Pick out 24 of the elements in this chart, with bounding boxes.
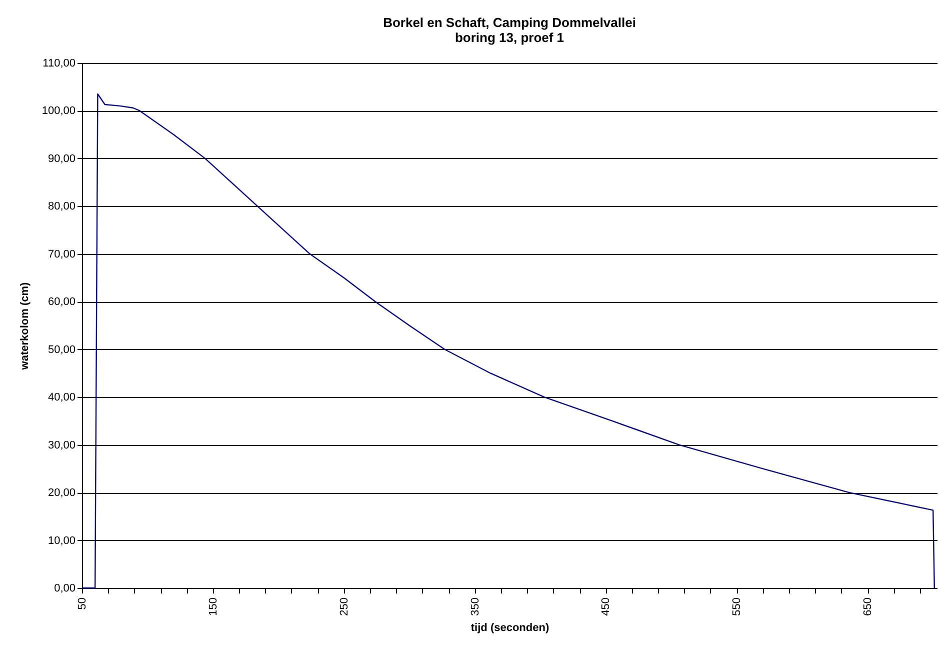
- y-tick-label: 70,00: [48, 248, 76, 260]
- y-tick-label: 40,00: [48, 392, 76, 404]
- chart-subtitle: boring 13, proef 1: [454, 30, 564, 45]
- y-tick-label: 80,00: [48, 200, 76, 213]
- y-tick-label: 90,00: [48, 152, 76, 165]
- y-tick-label: 20,00: [48, 487, 76, 500]
- y-tick-label: 60,00: [48, 296, 76, 308]
- chart-title: Borkel en Schaft, Camping Dommelvallei: [383, 15, 636, 30]
- x-tick-label: 650: [862, 598, 874, 616]
- x-tick-label: 550: [731, 598, 744, 616]
- x-tick-label: 350: [469, 598, 482, 616]
- x-tick-label: 50: [76, 598, 88, 610]
- y-axis-title: waterkolom (cm): [18, 282, 31, 371]
- y-tick-label: 50,00: [48, 344, 76, 356]
- y-tick-label: 0,00: [54, 582, 76, 594]
- y-tick-label: 110,00: [42, 58, 76, 70]
- y-tick-label: 100,00: [42, 105, 76, 118]
- x-tick-label: 450: [600, 598, 612, 616]
- line-series: [81, 93, 935, 589]
- y-tick-label: 10,00: [48, 534, 76, 547]
- x-tick-label: 250: [338, 598, 350, 616]
- x-tick-label: 150: [207, 598, 220, 616]
- y-tick-label: 30,00: [48, 439, 76, 452]
- x-axis-title: tijd (seconden): [470, 622, 550, 634]
